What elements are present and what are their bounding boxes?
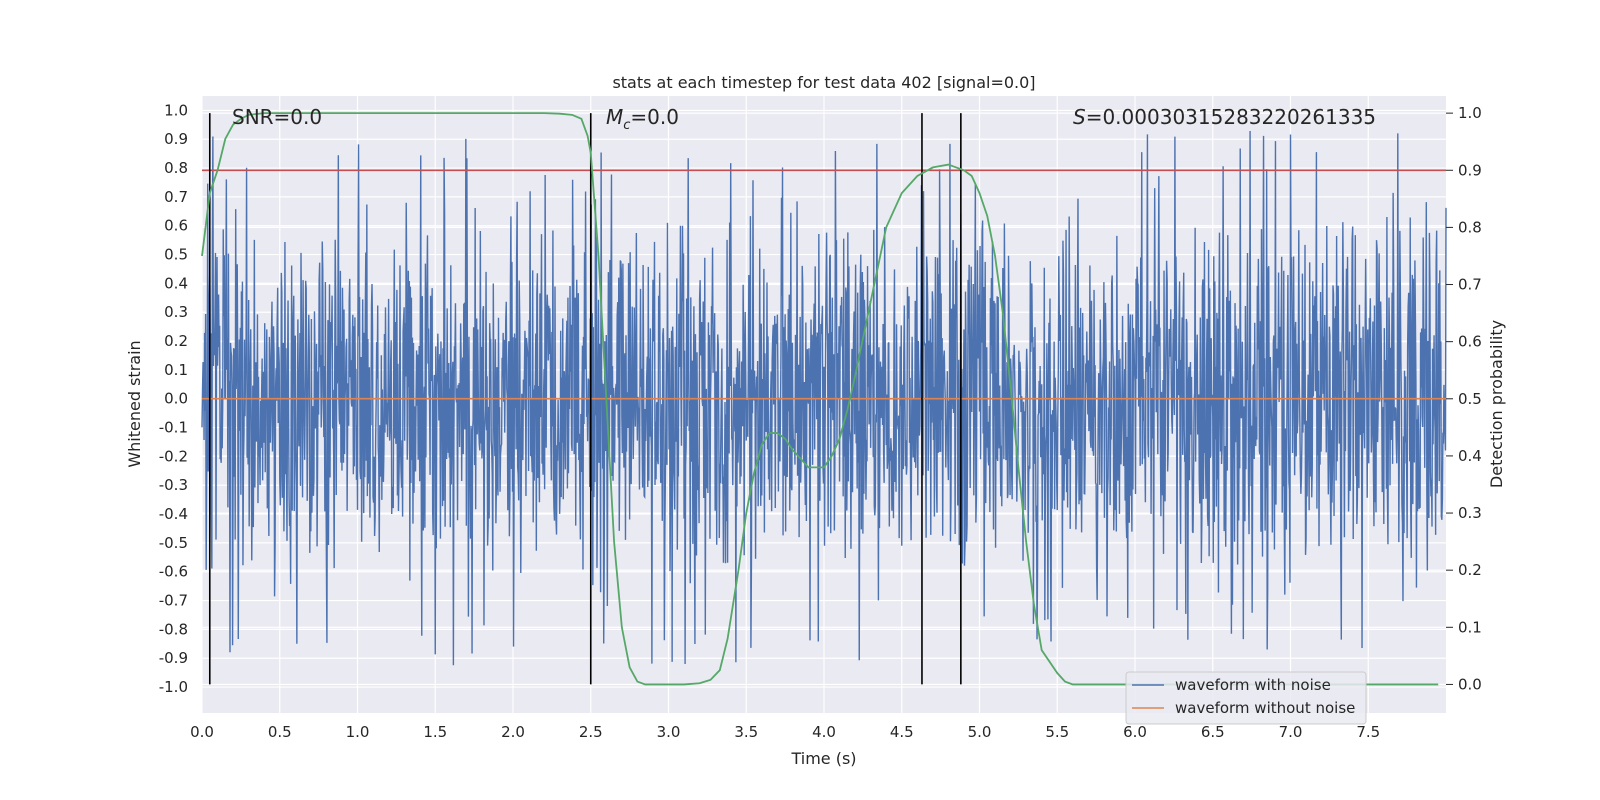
x-tick-label: 7.5	[1356, 723, 1380, 741]
y2-tick-label: 0.3	[1458, 504, 1482, 522]
x-tick-label: 0.5	[268, 723, 292, 741]
y2-tick-label: 0.2	[1458, 561, 1482, 579]
chirp-mass-annotation: Mc=0.0	[606, 105, 679, 133]
axes: 0.0 0.5 1.0 1.5 2.0 2.5 3.0 3.5 4.0 4.5 5.0 5.5 6.0 6…	[159, 101, 1482, 741]
s-annotation: S=0.00030315283220261335	[1073, 105, 1376, 129]
legend: waveform with noise waveform without noi…	[1125, 671, 1367, 725]
y-tick-label: 0.6	[164, 217, 188, 235]
y2-tick-label: 0.5	[1458, 390, 1482, 408]
x-tick-label: 6.5	[1201, 723, 1225, 741]
detection-probability-line	[201, 112, 1439, 686]
y-tick-label: 0.9	[164, 130, 188, 148]
y-tick-label: -0.4	[159, 505, 188, 523]
y-tick-label: 0.0	[164, 390, 188, 408]
y2-tick-label: 0.4	[1458, 447, 1482, 465]
mc-value: =0.0	[630, 105, 679, 129]
s-symbol: S	[1073, 105, 1086, 129]
y-tick-label: -0.6	[159, 563, 188, 581]
x-tick-label: 2.0	[501, 723, 525, 741]
y-tick-label: 0.2	[164, 332, 188, 350]
y-tick-label: 0.8	[164, 159, 188, 177]
x-tick-label: 6.0	[1123, 723, 1147, 741]
y2-tick-label: 1.0	[1458, 104, 1482, 122]
y-tick-label: 0.7	[164, 188, 188, 206]
x-tick-label: 2.5	[579, 723, 603, 741]
x-axis-label: Time (s)	[790, 749, 856, 768]
y-tick-label: -0.5	[159, 534, 188, 552]
legend-label-noise: waveform with noise	[1175, 676, 1331, 694]
y-tick-label: 0.4	[164, 274, 188, 292]
y-tick-label: -1.0	[159, 678, 188, 696]
y2-tick-label: 0.7	[1458, 276, 1482, 294]
chart-title: stats at each timestep for test data 402…	[612, 73, 1035, 92]
y-tick-label: -0.1	[159, 419, 188, 437]
legend-label-clean: waveform without noise	[1175, 699, 1355, 717]
x-tick-label: 3.5	[734, 723, 758, 741]
y-tick-label: 0.3	[164, 303, 188, 321]
y2-tick-label: 0.8	[1458, 218, 1482, 236]
y-tick-label: -0.3	[159, 476, 188, 494]
snr-annotation: SNR=0.0	[232, 105, 322, 129]
y-tick-label: -0.8	[159, 620, 188, 638]
plot-area	[201, 112, 1447, 686]
y-tick-label: -0.9	[159, 649, 188, 667]
y-axis-label: Whitened strain	[125, 340, 144, 467]
y-tick-label: 0.5	[164, 246, 188, 264]
x-tick-label: 1.0	[346, 723, 370, 741]
y2-tick-label: 0.9	[1458, 161, 1482, 179]
y-tick-label: -0.7	[159, 592, 188, 610]
x-tick-label: 5.5	[1045, 723, 1069, 741]
y2-tick-label: 0.0	[1458, 675, 1482, 693]
y-tick-label: 1.0	[164, 101, 188, 119]
x-tick-label: 0.0	[190, 723, 214, 741]
s-value: =0.00030315283220261335	[1086, 105, 1376, 129]
y2-axis-label: Detection probability	[1487, 320, 1506, 488]
x-tick-label: 7.0	[1279, 723, 1303, 741]
y2-tick-label: 0.6	[1458, 333, 1482, 351]
mc-subscript: c	[623, 118, 630, 133]
y-tick-label: 0.1	[164, 361, 188, 379]
x-tick-label: 4.5	[890, 723, 914, 741]
x-tick-label: 1.5	[423, 723, 447, 741]
x-tick-label: 4.0	[812, 723, 836, 741]
x-tick-label: 3.0	[657, 723, 681, 741]
y-tick-label: -0.2	[159, 447, 188, 465]
noise-waveform-line	[201, 130, 1447, 666]
mc-symbol: M	[606, 105, 623, 129]
y2-tick-label: 0.1	[1458, 618, 1482, 636]
legend-box	[1125, 671, 1367, 725]
x-tick-label: 5.0	[968, 723, 992, 741]
